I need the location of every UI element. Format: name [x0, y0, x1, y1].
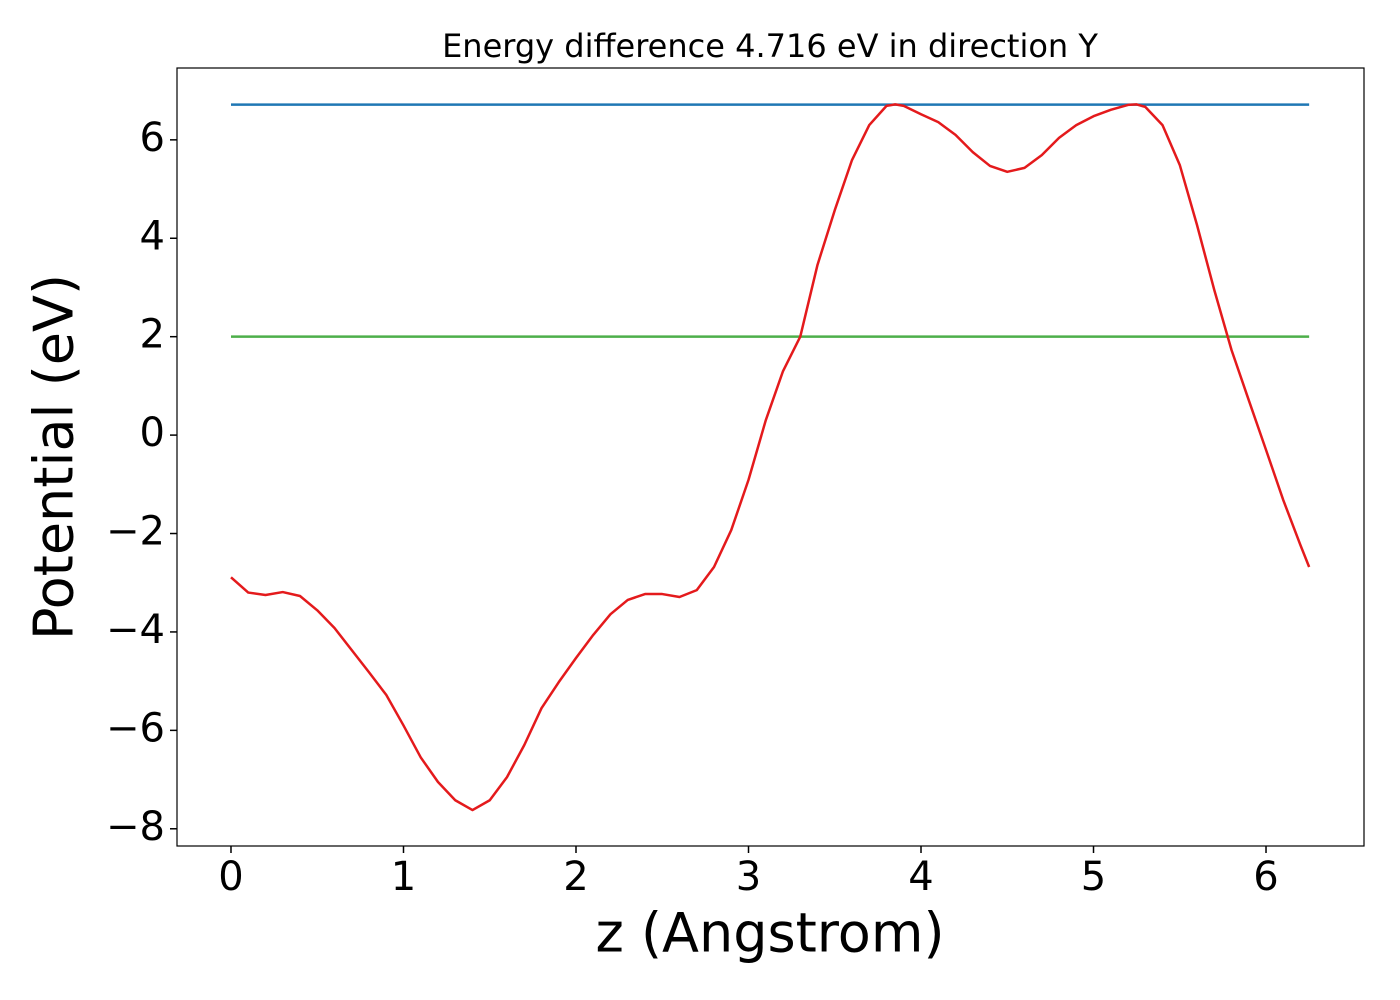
x-tick-label: 2 — [563, 854, 588, 900]
y-tick-label: 6 — [140, 115, 165, 161]
y-tick-label: 2 — [140, 312, 165, 358]
y-tick-label: −6 — [106, 705, 165, 751]
y-tick-label: −2 — [106, 509, 165, 555]
y-axis-label: Potential (eV) — [23, 274, 86, 640]
y-tick-label: 4 — [140, 213, 165, 259]
x-tick-label: 3 — [736, 854, 761, 900]
y-tick-label: 0 — [140, 410, 165, 456]
x-tick-label: 4 — [908, 854, 933, 900]
chart-title: Energy difference 4.716 eV in direction … — [442, 27, 1098, 65]
plot-frame — [176, 67, 1365, 847]
y-tick-label: −8 — [106, 804, 165, 850]
x-tick-label: 5 — [1081, 854, 1106, 900]
x-axis-label: z (Angstrom) — [595, 902, 944, 965]
y-tick-label: −4 — [106, 607, 165, 653]
series-line — [230, 103, 1311, 812]
x-tick-label: 1 — [391, 854, 416, 900]
x-tick-label: 0 — [218, 854, 243, 900]
x-tick-label: 6 — [1253, 854, 1278, 900]
